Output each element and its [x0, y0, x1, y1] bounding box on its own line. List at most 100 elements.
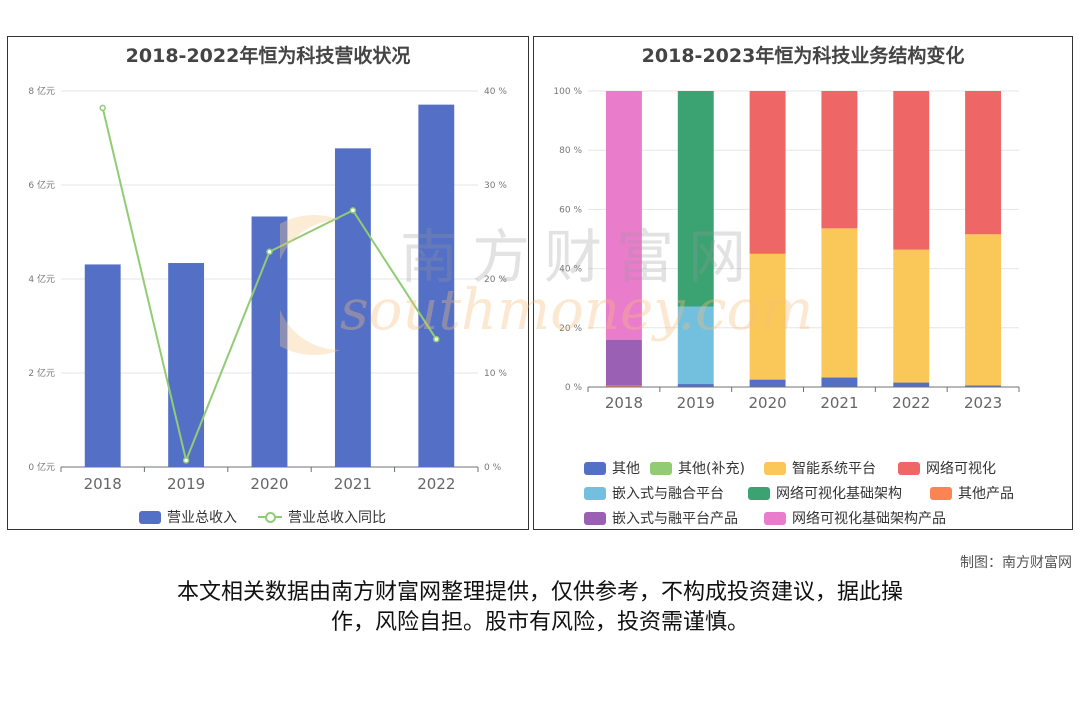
y-left-tick-label: 8 亿元: [28, 85, 55, 97]
y-right-tick-label: 40 %: [484, 87, 507, 97]
stacked-bar-segment: [965, 91, 1002, 235]
stacked-bar-segment: [821, 228, 858, 378]
x-tick-label: 2019: [167, 475, 205, 493]
legend-label-revenue: 营业总收入: [167, 510, 237, 526]
y-tick-label: 80 %: [559, 146, 582, 156]
y-left-tick-label: 2 亿元: [28, 367, 55, 379]
legend-item-smart-system[interactable]: 智能系统平台: [764, 458, 876, 478]
stacked-bar-segment: [605, 91, 642, 340]
embedded-platform-swatch: [584, 486, 606, 500]
structure-chart-title: 2018-2023年恒为科技业务结构变化: [641, 45, 965, 67]
revenue-swatch: [139, 510, 161, 524]
y-tick-label: 40 %: [559, 265, 582, 275]
y-right-tick-label: 30 %: [484, 181, 507, 191]
legend-label-embedded-platform: 嵌入式与融合平台: [612, 486, 724, 502]
network-visual-swatch: [898, 461, 920, 475]
stacked-bar-segment: [749, 253, 786, 380]
stacked-bar-segment: [893, 382, 930, 387]
stacked-bar-segment: [677, 384, 714, 387]
stacked-bar-segment: [677, 91, 714, 307]
legend-item-embedded-products[interactable]: 嵌入式与融平台产品: [584, 508, 738, 528]
stacked-bar-segment: [965, 385, 1002, 387]
stacked-bar-segment: [605, 339, 642, 386]
disclaimer-line-2: 作，风险自担。股市有风险，投资需谨慎。: [330, 610, 749, 635]
legend-label-embedded-products: 嵌入式与融平台产品: [612, 511, 738, 527]
y-tick-label: 100 %: [553, 87, 582, 97]
x-tick-label: 2021: [820, 394, 858, 412]
legend-item-revenue[interactable]: 营业总收入: [139, 507, 237, 527]
structure-chart-legend: 其他 其他(补充) 智能系统平台 网络可视化 嵌入式与融合平台 网络可视化基础架…: [534, 455, 1072, 531]
legend-item-network-infra-products[interactable]: 网络可视化基础架构产品: [764, 508, 946, 528]
stacked-bar-segment: [821, 91, 858, 229]
revenue-yoy-swatch: [258, 510, 282, 524]
x-tick-label: 2022: [892, 394, 930, 412]
stacked-bar-segment: [965, 234, 1002, 386]
x-tick-label: 2021: [334, 475, 372, 493]
other-products-swatch: [930, 486, 952, 500]
revenue-yoy-point: [182, 457, 190, 464]
network-infra-products-swatch: [764, 511, 786, 525]
revenue-chart-title: 2018-2022年恒为科技营收状况: [125, 45, 411, 67]
revenue-chart-panel: 2018-2022年恒为科技营收状况 0 亿元 2 亿元 4 亿元 6 亿元 8 亿元 0…: [7, 36, 529, 530]
legend-label-network-infra: 网络可视化基础架构: [776, 486, 902, 502]
network-infra-swatch: [748, 486, 770, 500]
legend-item-embedded-platform[interactable]: 嵌入式与融合平台: [584, 483, 724, 503]
revenue-bar: [251, 216, 288, 467]
legend-item-network-visual[interactable]: 网络可视化: [898, 458, 996, 478]
legend-item-revenue-yoy[interactable]: 营业总收入同比: [258, 507, 386, 527]
x-tick-label: 2020: [250, 475, 288, 493]
revenue-bar: [334, 148, 371, 467]
legend-item-network-infra[interactable]: 网络可视化基础架构: [748, 483, 902, 503]
revenue-chart-canvas: 0 亿元 2 亿元 4 亿元 6 亿元 8 亿元 0 % 10 % 20 % 30 % 40 % 2…: [28, 85, 507, 493]
structure-chart-panel: 2018-2023年恒为科技业务结构变化 0 % 20 % 40 % 60 % 80 %…: [533, 36, 1073, 530]
stacked-bar-segment: [605, 385, 642, 387]
x-tick-label: 2020: [748, 394, 786, 412]
y-tick-label: 60 %: [559, 205, 582, 215]
legend-label-other-products: 其他产品: [958, 486, 1014, 502]
x-tick-label: 2023: [964, 394, 1002, 412]
disclaimer: 本文相关数据由南方财富网整理提供，仅供参考，不构成投资建议，据此操 作，风险自担…: [60, 578, 1020, 638]
x-tick-label: 2022: [417, 475, 455, 493]
stacked-bar-segment: [821, 377, 858, 387]
legend-label-other-supplement: 其他(补充): [678, 461, 745, 477]
other-supplement-swatch: [650, 461, 672, 475]
stacked-bar-segment: [749, 91, 786, 254]
revenue-yoy-point: [99, 104, 106, 112]
y-tick-label: 0 %: [565, 383, 583, 393]
disclaimer-line-1: 本文相关数据由南方财富网整理提供，仅供参考，不构成投资建议，据此操: [176, 580, 903, 605]
stacked-bar-segment: [749, 379, 786, 387]
y-right-tick-label: 10 %: [484, 369, 507, 379]
chart-credit: 制图：南方财富网: [960, 555, 1072, 571]
revenue-bar: [84, 264, 121, 467]
legend-label-network-visual: 网络可视化: [926, 461, 996, 477]
revenue-yoy-point: [266, 248, 273, 255]
revenue-bar: [168, 263, 205, 467]
other-swatch: [584, 461, 606, 475]
y-left-tick-label: 6 亿元: [28, 179, 55, 191]
revenue-chart-legend: 营业总收入 营业总收入同比: [8, 507, 528, 529]
y-tick-label: 20 %: [559, 324, 582, 334]
legend-label-revenue-yoy: 营业总收入同比: [288, 510, 386, 526]
stacked-bar-segment: [893, 91, 930, 250]
x-tick-label: 2018: [84, 475, 122, 493]
legend-label-smart-system: 智能系统平台: [792, 461, 876, 477]
stacked-bar-segment: [893, 249, 930, 383]
y-right-tick-label: 0 %: [484, 463, 502, 473]
legend-item-other-products[interactable]: 其他产品: [930, 483, 1014, 503]
legend-item-other[interactable]: 其他: [584, 458, 640, 478]
smart-system-swatch: [764, 461, 786, 475]
legend-label-network-infra-products: 网络可视化基础架构产品: [792, 511, 946, 527]
revenue-bar: [418, 104, 455, 467]
y-left-tick-label: 4 亿元: [28, 273, 55, 285]
stacked-bar-segment: [677, 306, 714, 385]
x-tick-label: 2019: [677, 394, 715, 412]
y-left-tick-label: 0 亿元: [28, 461, 55, 473]
structure-chart-canvas: 0 % 20 % 40 % 60 % 80 % 100 % 2018 2019 2020 2021…: [553, 87, 1020, 412]
revenue-yoy-point: [433, 335, 440, 343]
embedded-products-swatch: [584, 511, 606, 525]
legend-label-other: 其他: [612, 461, 640, 477]
legend-item-other-supplement[interactable]: 其他(补充): [650, 458, 745, 478]
x-tick-label: 2018: [605, 394, 643, 412]
revenue-yoy-point: [349, 207, 357, 214]
y-right-tick-label: 20 %: [484, 275, 507, 285]
